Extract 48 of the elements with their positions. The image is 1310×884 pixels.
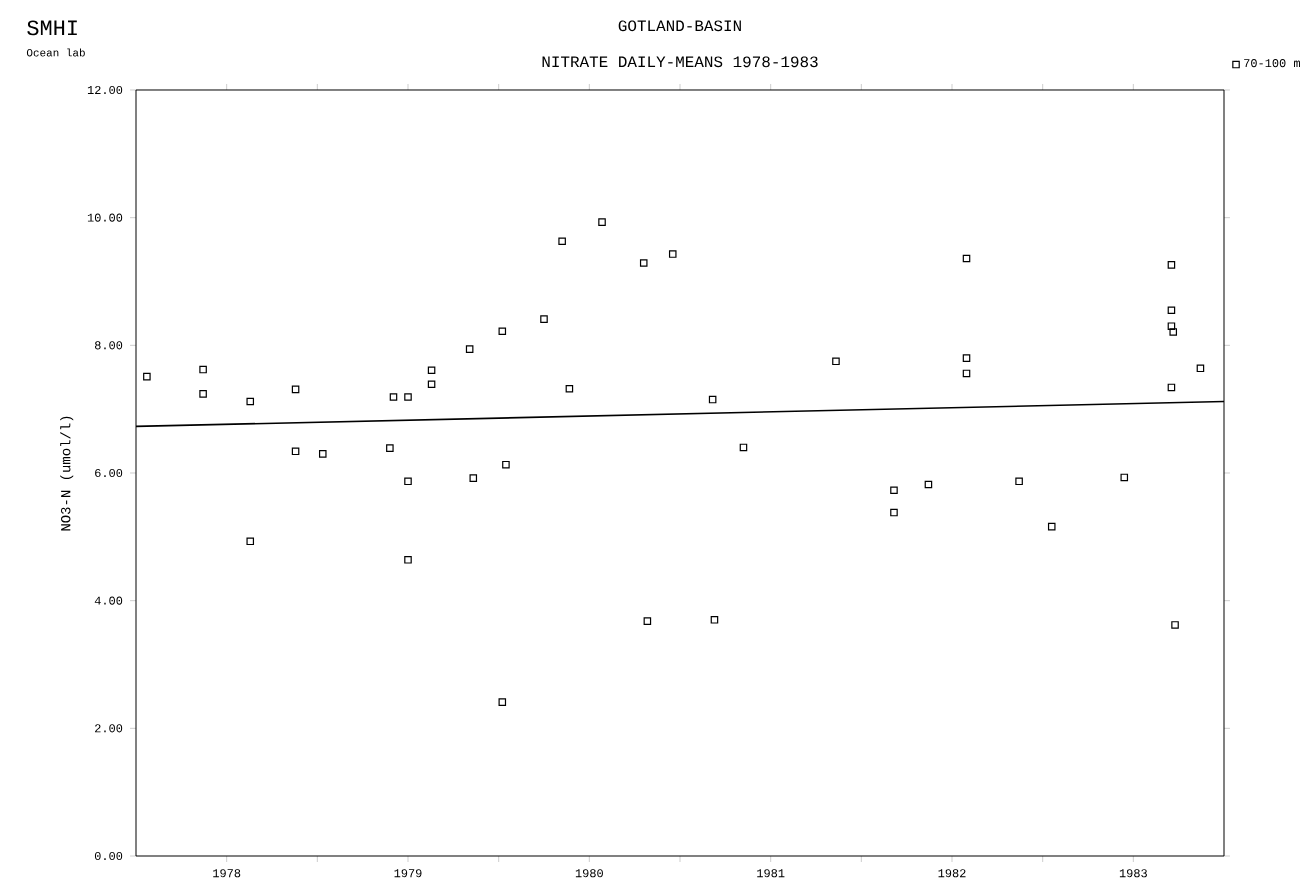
point xyxy=(1167,322,1176,330)
point xyxy=(639,259,648,267)
point xyxy=(710,616,719,624)
point xyxy=(246,397,255,406)
point xyxy=(143,372,151,381)
point xyxy=(1120,473,1129,482)
point xyxy=(427,366,436,375)
point xyxy=(1167,383,1176,392)
point xyxy=(469,474,478,482)
point xyxy=(558,237,566,246)
point xyxy=(962,354,971,362)
point xyxy=(1015,477,1023,486)
point xyxy=(291,385,300,394)
point xyxy=(199,365,207,374)
point xyxy=(1167,306,1176,315)
point xyxy=(1171,621,1179,629)
point xyxy=(404,477,412,486)
point xyxy=(404,556,412,564)
point xyxy=(498,698,507,706)
point xyxy=(498,327,507,336)
point xyxy=(199,390,207,398)
point xyxy=(643,617,652,625)
point xyxy=(1169,328,1178,336)
point xyxy=(565,384,574,393)
point xyxy=(668,250,677,258)
point xyxy=(962,254,971,263)
point xyxy=(291,447,300,456)
point xyxy=(540,315,548,323)
point xyxy=(962,369,971,378)
text: SMHI xyxy=(27,20,77,36)
point xyxy=(465,345,474,353)
point xyxy=(924,480,933,489)
point xyxy=(1196,364,1205,373)
point xyxy=(598,218,606,226)
point xyxy=(1047,522,1056,531)
point xyxy=(389,393,398,401)
point xyxy=(246,537,255,546)
point xyxy=(832,357,840,366)
point xyxy=(1167,261,1176,269)
point xyxy=(502,460,510,469)
point xyxy=(890,486,898,495)
point xyxy=(708,395,717,404)
point xyxy=(427,380,436,389)
point xyxy=(739,443,748,452)
point xyxy=(404,393,412,401)
point xyxy=(890,508,898,517)
point xyxy=(386,444,394,452)
point xyxy=(318,450,327,458)
